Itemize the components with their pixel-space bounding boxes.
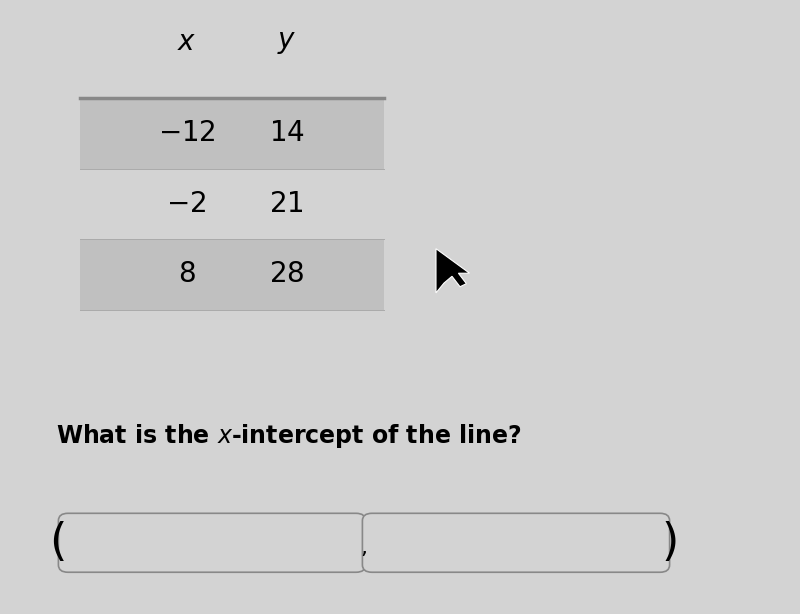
Polygon shape <box>436 249 470 293</box>
Text: $x$: $x$ <box>177 29 196 56</box>
Text: (: ( <box>49 521 66 564</box>
Bar <box>80 98 384 169</box>
Text: $8$: $8$ <box>178 262 195 288</box>
Text: $-12$: $-12$ <box>158 120 215 147</box>
Text: $21$: $21$ <box>270 191 304 217</box>
Text: $y$: $y$ <box>277 29 297 56</box>
Bar <box>80 239 384 310</box>
Text: ): ) <box>662 521 679 564</box>
Text: $28$: $28$ <box>269 262 305 288</box>
Text: $14$: $14$ <box>269 120 305 147</box>
FancyBboxPatch shape <box>362 513 670 572</box>
Text: What is the $x$-intercept of the line?: What is the $x$-intercept of the line? <box>56 422 522 450</box>
Text: ,: , <box>361 538 367 558</box>
Bar <box>80 169 384 239</box>
FancyBboxPatch shape <box>58 513 366 572</box>
Text: $-2$: $-2$ <box>166 191 206 217</box>
